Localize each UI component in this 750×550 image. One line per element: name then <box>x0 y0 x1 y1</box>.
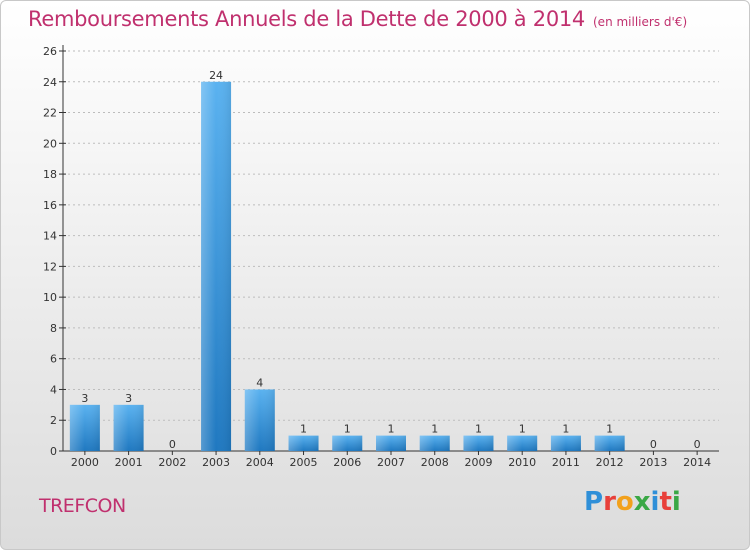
data-label: 1 <box>344 423 351 436</box>
bar-shine <box>550 435 581 451</box>
data-label: 1 <box>475 423 482 436</box>
bar-shine <box>376 435 406 451</box>
y-tick-label: 16 <box>43 199 57 212</box>
y-tick-label: 18 <box>43 168 57 181</box>
y-tick-label: 4 <box>50 383 57 396</box>
bar-shine <box>201 81 232 452</box>
bar-shine <box>463 435 494 451</box>
x-tick-label: 2000 <box>71 456 99 469</box>
data-label: 24 <box>209 69 223 82</box>
x-tick-label: 2003 <box>202 456 230 469</box>
y-tick-label: 20 <box>43 137 57 150</box>
data-label: 1 <box>431 423 438 436</box>
data-label: 3 <box>125 392 132 405</box>
logo-letter: i <box>650 487 660 517</box>
chart-title: Remboursements Annuels de la Dette de 20… <box>28 7 687 31</box>
logo-letter: x <box>633 487 651 517</box>
logo-letter: i <box>671 487 681 517</box>
title-text: Remboursements Annuels de la Dette de 20… <box>28 7 585 31</box>
data-label: 1 <box>606 423 613 436</box>
data-label: 1 <box>519 423 526 436</box>
x-tick-label: 2008 <box>421 456 449 469</box>
y-tick-label: 6 <box>50 353 57 366</box>
bar-shine <box>288 435 319 451</box>
bar-shine <box>244 389 275 451</box>
data-label: 0 <box>694 438 701 451</box>
x-tick-label: 2013 <box>639 456 667 469</box>
data-label: 1 <box>300 423 307 436</box>
data-label: 1 <box>562 423 569 436</box>
y-tick-label: 26 <box>43 45 57 58</box>
x-tick-label: 2006 <box>333 456 361 469</box>
x-tick-label: 2011 <box>552 456 580 469</box>
proxiti-logo: Proxiti <box>584 487 681 517</box>
bar-shine <box>113 404 144 451</box>
x-tick-label: 2001 <box>115 456 143 469</box>
x-tick-label: 2007 <box>377 456 405 469</box>
commune-name: TREFCON <box>39 495 126 517</box>
x-tick-label: 2012 <box>596 456 624 469</box>
y-tick-label: 10 <box>43 291 57 304</box>
chart-subtitle: (en milliers d'€) <box>593 15 688 29</box>
bar-shine <box>419 435 450 451</box>
data-label: 4 <box>256 376 263 389</box>
bar-shine <box>507 435 538 451</box>
x-tick-label: 2002 <box>158 456 186 469</box>
x-tick-label: 2004 <box>246 456 274 469</box>
y-tick-label: 22 <box>43 107 57 120</box>
y-tick-label: 24 <box>43 76 57 89</box>
y-tick-label: 2 <box>50 414 57 427</box>
logo-letter: r <box>603 487 616 517</box>
x-tick-label: 2010 <box>508 456 536 469</box>
x-tick-label: 2014 <box>683 456 711 469</box>
data-label: 0 <box>650 438 657 451</box>
logo-letter: t <box>659 487 672 517</box>
y-tick-label: 12 <box>43 260 57 273</box>
logo-letter: P <box>584 487 604 517</box>
y-tick-label: 14 <box>43 230 57 243</box>
logo-letter: o <box>615 487 634 517</box>
bar-shine <box>332 435 363 451</box>
bar-shine <box>594 435 625 451</box>
x-tick-label: 2005 <box>290 456 318 469</box>
data-label: 0 <box>169 438 176 451</box>
bar-shine <box>69 404 100 451</box>
data-label: 3 <box>81 392 88 405</box>
y-tick-label: 0 <box>50 445 57 458</box>
y-tick-label: 8 <box>50 322 57 335</box>
x-tick-label: 2009 <box>464 456 492 469</box>
data-label: 1 <box>388 423 395 436</box>
